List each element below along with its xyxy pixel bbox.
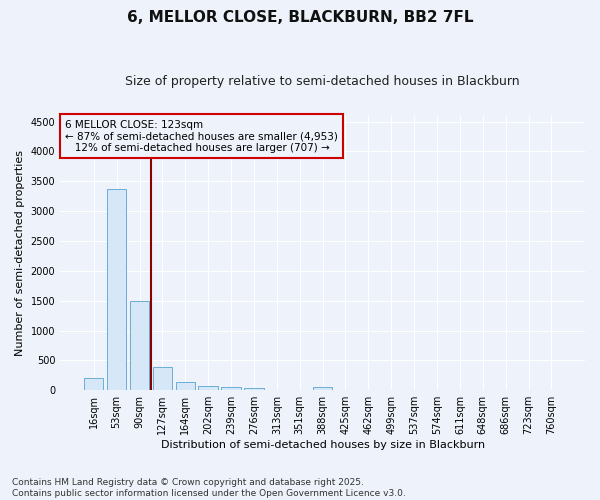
Bar — [244, 388, 263, 390]
X-axis label: Distribution of semi-detached houses by size in Blackburn: Distribution of semi-detached houses by … — [161, 440, 485, 450]
Bar — [176, 382, 195, 390]
Y-axis label: Number of semi-detached properties: Number of semi-detached properties — [15, 150, 25, 356]
Title: Size of property relative to semi-detached houses in Blackburn: Size of property relative to semi-detach… — [125, 75, 520, 88]
Bar — [199, 386, 218, 390]
Text: Contains HM Land Registry data © Crown copyright and database right 2025.
Contai: Contains HM Land Registry data © Crown c… — [12, 478, 406, 498]
Text: 6, MELLOR CLOSE, BLACKBURN, BB2 7FL: 6, MELLOR CLOSE, BLACKBURN, BB2 7FL — [127, 10, 473, 25]
Bar — [152, 367, 172, 390]
Bar — [130, 300, 149, 390]
Text: 6 MELLOR CLOSE: 123sqm
← 87% of semi-detached houses are smaller (4,953)
   12% : 6 MELLOR CLOSE: 123sqm ← 87% of semi-det… — [65, 120, 338, 153]
Bar — [107, 189, 127, 390]
Bar — [313, 387, 332, 390]
Bar — [84, 378, 103, 390]
Bar — [221, 387, 241, 390]
